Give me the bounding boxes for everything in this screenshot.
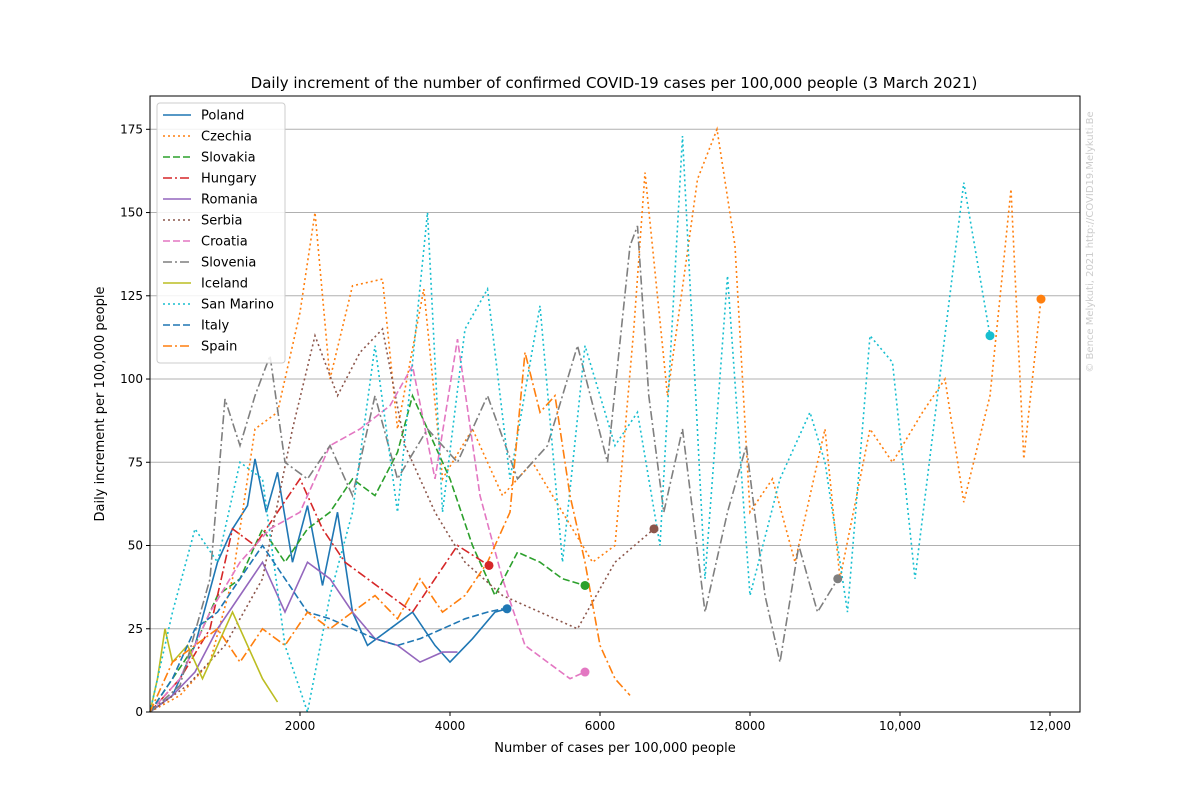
- series-line-serbia: [149, 327, 655, 713]
- end-marker-poland: [502, 604, 512, 614]
- series-line-romania: [149, 560, 458, 713]
- end-marker-serbia: [649, 524, 659, 534]
- y-tick-label: 150: [120, 206, 143, 220]
- y-axis-ticks: 0 25 50 75 100 125 150 175: [120, 122, 150, 719]
- series-line-san-marino: [149, 135, 991, 716]
- end-marker-croatia: [580, 667, 590, 677]
- legend-label-serbia: Serbia: [201, 214, 242, 229]
- x-tick-label: 8000: [735, 719, 766, 733]
- legend-label-hungary: Hungary: [201, 172, 257, 187]
- end-marker-slovakia: [580, 580, 590, 590]
- x-axis-ticks: 2000 4000 6000 8000 10,000 12,000: [285, 712, 1071, 733]
- legend-label-slovakia: Slovakia: [201, 151, 256, 166]
- y-tick-label: 50: [128, 539, 143, 553]
- series-layer: [149, 126, 1042, 716]
- y-tick-label: 175: [120, 122, 143, 136]
- legend-label-czechia: Czechia: [201, 130, 252, 145]
- x-tick-label: 6000: [585, 719, 616, 733]
- legend-label-italy: Italy: [201, 319, 230, 334]
- legend-box: [156, 102, 286, 364]
- end-marker-slovenia: [833, 574, 843, 584]
- end-markers: [484, 294, 1046, 677]
- series-line-slovakia: [149, 393, 586, 713]
- series-line-czechia: [149, 126, 1042, 713]
- end-marker-hungary: [484, 560, 494, 570]
- series-line-hungary: [149, 477, 490, 713]
- series-line-italy: [149, 544, 503, 713]
- x-tick-label: 12,000: [1029, 719, 1071, 733]
- y-axis-label: Daily increment per 100,000 people: [93, 287, 108, 522]
- series-line-poland: [149, 458, 508, 713]
- y-tick-label: 100: [120, 372, 143, 386]
- y-tick-label: 75: [128, 455, 143, 469]
- series-line-slovenia: [149, 225, 839, 713]
- x-tick-label: 2000: [285, 719, 316, 733]
- x-axis-label: Number of cases per 100,000 people: [494, 741, 736, 756]
- legend: Poland Czechia Slovakia Hungary Romania Serbi…: [156, 102, 286, 364]
- legend-label-poland: Poland: [201, 109, 244, 124]
- series-line-croatia: [149, 338, 586, 713]
- end-marker-czechia: [1036, 294, 1046, 304]
- y-tick-label: 0: [135, 705, 143, 719]
- x-tick-label: 4000: [435, 719, 466, 733]
- series-line-iceland: [149, 610, 279, 713]
- series-line-spain: [149, 352, 631, 713]
- legend-label-slovenia: Slovenia: [201, 256, 256, 271]
- legend-label-san-marino: San Marino: [201, 298, 274, 313]
- legend-label-romania: Romania: [201, 193, 258, 208]
- x-tick-label: 10,000: [879, 719, 921, 733]
- legend-label-croatia: Croatia: [201, 235, 248, 250]
- y-tick-label: 25: [128, 622, 143, 636]
- legend-label-spain: Spain: [201, 340, 237, 355]
- plot-frame: [149, 95, 1081, 713]
- end-marker-san-marino: [985, 331, 995, 341]
- legend-label-iceland: Iceland: [201, 277, 248, 292]
- chart-title: Daily increment of the number of confirm…: [251, 74, 978, 92]
- watermark: © Bence Melykuti, 2021 http://COVID19.Me…: [1085, 111, 1096, 372]
- y-tick-label: 125: [120, 289, 143, 303]
